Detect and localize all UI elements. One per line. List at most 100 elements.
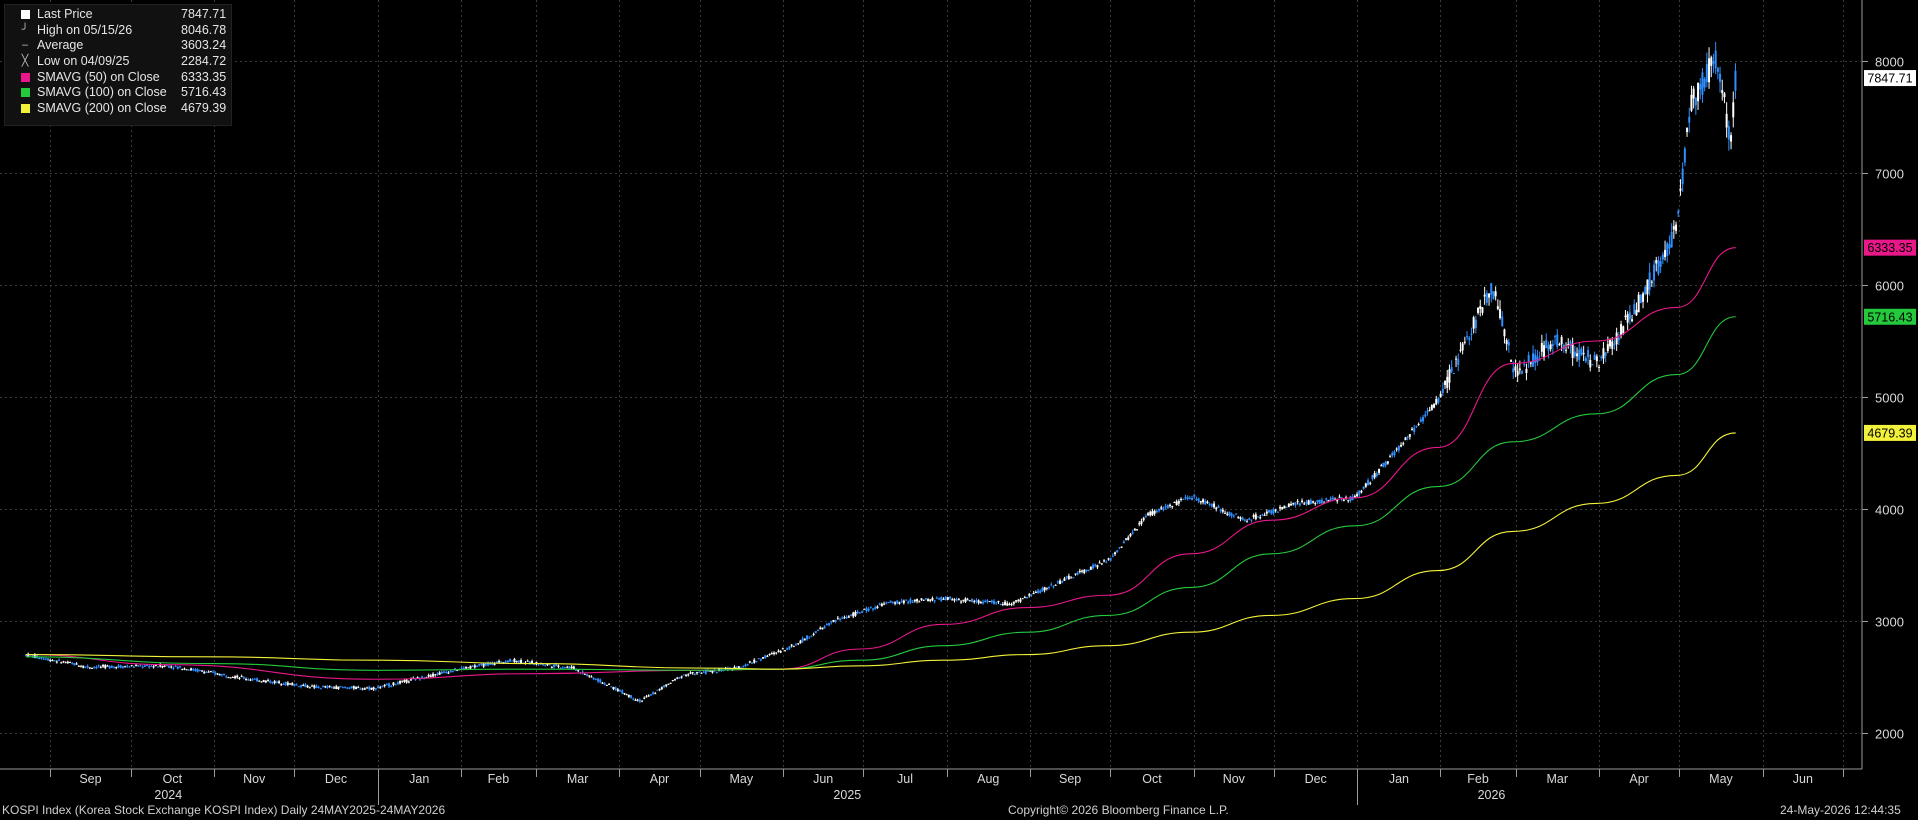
- candle-body: [641, 700, 644, 702]
- candle-body: [1226, 513, 1229, 515]
- candle-body: [1565, 349, 1568, 351]
- candle-body: [986, 600, 989, 602]
- candle-body: [1248, 518, 1251, 520]
- candle-body: [1147, 513, 1150, 516]
- candle-body: [1730, 135, 1733, 142]
- candle-body: [590, 676, 593, 678]
- candle-body: [187, 669, 190, 671]
- value-tag-box: [1864, 424, 1916, 441]
- candle-body: [143, 665, 146, 667]
- candle-body: [126, 665, 129, 667]
- candle-body: [1622, 326, 1625, 334]
- candle-body: [1017, 599, 1020, 601]
- candle-body: [1606, 344, 1609, 351]
- candle-body: [586, 674, 589, 676]
- candle-body: [911, 601, 914, 603]
- candle-body: [286, 682, 289, 685]
- candle-body: [944, 596, 947, 601]
- candle-body: [946, 597, 949, 600]
- candle-body: [363, 688, 366, 690]
- x-tick-label-month: May: [730, 772, 754, 786]
- candle-body: [209, 671, 212, 673]
- candle-body: [102, 665, 105, 667]
- candle-body: [84, 666, 87, 668]
- candle-body: [1479, 306, 1482, 309]
- candle-body: [1397, 445, 1400, 451]
- candle-body: [1043, 587, 1046, 591]
- candle-body: [1032, 593, 1035, 595]
- candle-body: [1514, 366, 1517, 371]
- candle-body: [828, 622, 831, 626]
- candle-body: [205, 671, 208, 673]
- candle-body: [949, 597, 952, 599]
- candle-body: [297, 686, 300, 688]
- candle-body: [124, 666, 127, 668]
- candle-body: [1430, 404, 1433, 410]
- candle-body: [1164, 506, 1167, 508]
- candle-body: [1549, 344, 1552, 350]
- candle-body: [850, 614, 853, 616]
- legend-value: 5716.43: [181, 85, 227, 100]
- candle-body: [786, 647, 789, 650]
- candle-body: [559, 667, 562, 669]
- candle-body: [742, 666, 745, 668]
- candle-body: [1193, 495, 1196, 497]
- candle-body: [1609, 339, 1612, 347]
- candle-body: [86, 666, 89, 668]
- candle-body: [313, 685, 316, 688]
- candle-body: [440, 671, 443, 674]
- candle-body: [1624, 315, 1627, 318]
- candle-body: [799, 640, 802, 644]
- candle-body: [1450, 367, 1453, 372]
- candle-body: [1613, 344, 1616, 346]
- legend-value: 7847.71: [181, 7, 227, 21]
- candle-body: [306, 685, 309, 688]
- candle-body: [1688, 116, 1691, 123]
- candle-body: [1369, 482, 1372, 484]
- candle-body: [51, 660, 54, 662]
- candle-body: [203, 671, 206, 674]
- candle-body: [962, 599, 965, 601]
- candle-body: [990, 600, 993, 603]
- candle-body: [196, 669, 199, 672]
- legend-label: Last Price: [37, 7, 93, 21]
- legend-swatch-sma50: [21, 72, 30, 82]
- candle-body: [1195, 499, 1198, 501]
- candle-body: [357, 687, 360, 689]
- candle-body: [1521, 371, 1524, 374]
- candle-body: [1056, 581, 1059, 583]
- candle-body: [1173, 501, 1176, 503]
- candle-body: [1362, 486, 1365, 489]
- candle-body: [876, 606, 879, 609]
- candle-body: [1578, 349, 1581, 360]
- candle-body: [1371, 475, 1374, 479]
- candle-body: [1461, 343, 1464, 351]
- candle-body: [1573, 351, 1576, 357]
- candle-body: [836, 617, 839, 619]
- candle-body: [1175, 501, 1178, 505]
- candle-body: [110, 666, 113, 668]
- candle-body: [300, 684, 303, 687]
- candle-body: [108, 665, 111, 669]
- candle-body: [955, 599, 958, 601]
- footer-timestamp: 24-May-2026 12:44:35: [1780, 803, 1901, 817]
- candle-body: [1111, 555, 1114, 557]
- candle-body: [1078, 570, 1081, 573]
- candle-body: [1307, 500, 1310, 505]
- candle-body: [1070, 577, 1073, 579]
- candle-body: [69, 661, 72, 663]
- candle-body: [1182, 498, 1185, 500]
- candle-body: [652, 692, 655, 694]
- candle-body: [192, 669, 195, 671]
- candle-body: [1314, 503, 1317, 505]
- candle-body: [975, 600, 978, 602]
- candle-body: [460, 667, 463, 669]
- candle-body: [667, 683, 670, 685]
- high-marker-icon: ╯: [21, 23, 29, 36]
- candle-body: [1292, 503, 1295, 505]
- sma50-line: [26, 247, 1736, 680]
- candle-body: [1191, 497, 1194, 500]
- candle-body: [566, 666, 569, 668]
- candle-body: [1274, 509, 1277, 511]
- candle-body: [1444, 380, 1447, 385]
